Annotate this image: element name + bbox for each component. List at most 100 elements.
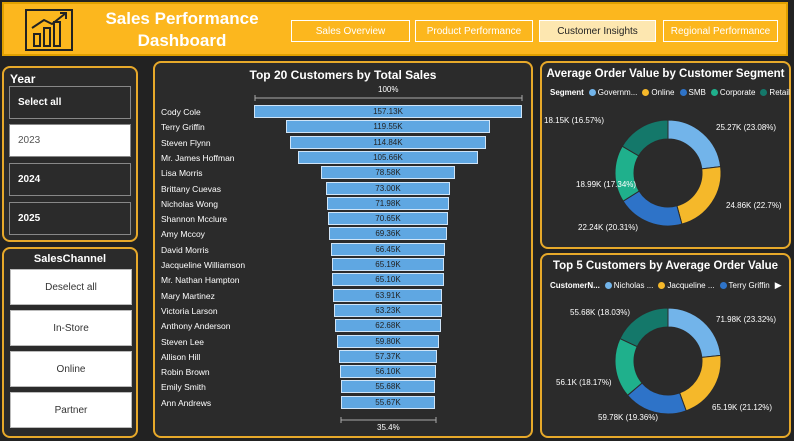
year-2023[interactable]: 2023 xyxy=(9,124,131,157)
legend-item-nicholas[interactable]: Nicholas ... xyxy=(604,281,654,290)
legend-label: Retail xyxy=(769,88,790,97)
funnel-customer-label: Nicholas Wong xyxy=(161,198,219,209)
legend-label: SMB xyxy=(688,88,706,97)
legend-item-online[interactable]: Online xyxy=(642,88,675,97)
legend-item-jacqueline[interactable]: Jacqueline ... xyxy=(658,281,715,290)
funnel-bar[interactable]: 119.55K xyxy=(286,120,490,134)
funnel-customer-label: David Morris xyxy=(161,244,209,255)
channel-partner[interactable]: Partner xyxy=(10,392,132,428)
donut2-label-4-text: 56.1K (18.17%) xyxy=(556,378,612,387)
funnel-title: Top 20 Customers by Total Sales xyxy=(249,68,437,82)
customer-legend-title: CustomerN... xyxy=(550,281,600,290)
channel-deselect-all[interactable]: Deselect all xyxy=(10,269,132,305)
donut2-label-1: 71.98K (23.32%) xyxy=(716,315,777,324)
channel-online[interactable]: Online xyxy=(10,351,132,387)
funnel-bar[interactable]: 65.19K xyxy=(332,258,444,271)
customer-donut-chart xyxy=(614,307,722,415)
page-title: Sales Performance Dashboard xyxy=(88,8,276,52)
nav-sales-overview-button[interactable]: Sales Overview xyxy=(291,20,410,42)
nav-product-performance-button[interactable]: Product Performance xyxy=(415,20,533,42)
donut-slice[interactable] xyxy=(676,166,722,225)
funnel-bar[interactable]: 57.37K xyxy=(339,349,437,363)
legend-item-terry-griffin[interactable]: Terry Griffin xyxy=(719,281,770,290)
funnel-customer-label: Mary Martinez xyxy=(161,290,215,301)
donut1-label-government: 25.27K (23.08%) xyxy=(716,123,777,132)
segment-donut-chart xyxy=(614,119,722,227)
nav-customer-insights-button[interactable]: Customer Insights xyxy=(539,20,656,42)
legend-dot xyxy=(642,89,650,97)
legend-label: Nicholas ... xyxy=(613,281,654,290)
nav-regional-performance-button[interactable]: Regional Performance xyxy=(663,20,778,42)
donut2-label-2: 65.19K (21.12%) xyxy=(712,403,773,412)
year-2024[interactable]: 2024 xyxy=(9,163,131,196)
legend-label: Terry Griffin xyxy=(728,281,770,290)
funnel-customer-label: Steven Lee xyxy=(161,336,205,347)
donut-slice[interactable] xyxy=(667,119,722,170)
legend-dot xyxy=(658,282,666,290)
segment-aov-panel: Average Order Value by Customer Segment … xyxy=(540,61,791,249)
funnel-bar[interactable]: 71.98K xyxy=(326,196,450,210)
legend-item-smb[interactable]: SMB xyxy=(679,88,706,97)
funnel-bar[interactable]: 69.36K xyxy=(328,227,448,241)
funnel-bar[interactable]: 55.67K xyxy=(340,395,436,409)
legend-item-government[interactable]: Governm... xyxy=(588,88,637,97)
funnel-customer-label: Brittany Cuevas xyxy=(161,183,221,194)
funnel-bar[interactable]: 66.45K xyxy=(331,242,445,256)
funnel-bar[interactable]: 63.23K xyxy=(334,303,442,317)
funnel-customer-label: Cody Cole xyxy=(161,107,201,117)
funnel-bar[interactable]: 62.68K xyxy=(334,319,442,333)
segment-legend: Segment Governm... Online SMB Corporate … xyxy=(550,88,790,97)
legend-label: Corporate xyxy=(719,88,756,97)
funnel-bar[interactable]: 63.91K xyxy=(333,288,443,302)
donut-slice[interactable] xyxy=(667,307,722,358)
segment-legend-title: Segment xyxy=(550,88,584,97)
funnel-bar[interactable]: 78.58K xyxy=(320,166,455,180)
funnel-customer-label: Jacqueline Williamson xyxy=(161,260,246,270)
year-2025[interactable]: 2025 xyxy=(9,202,131,235)
funnel-customer-label: Steven Flynn xyxy=(161,137,211,148)
donut-slice[interactable] xyxy=(614,337,643,397)
funnel-bar[interactable]: 56.10K xyxy=(340,365,436,379)
funnel-bar[interactable]: 70.65K xyxy=(327,212,449,226)
funnel-bar[interactable]: 55.68K xyxy=(340,380,436,394)
channel-in-store[interactable]: In-Store xyxy=(10,310,132,346)
funnel-customer-label: Mr. Nathan Hampton xyxy=(161,275,240,286)
donut2-label-3: 59.78K (19.36%) xyxy=(598,413,659,422)
funnel-customer-label: Allison Hill xyxy=(161,351,201,362)
funnel-customer-label: Emily Smith xyxy=(161,382,206,393)
legend-dot xyxy=(710,89,718,97)
funnel-customer-label: Mr. James Hoffman xyxy=(161,152,235,163)
funnel-bar[interactable]: 114.84K xyxy=(290,135,486,149)
donut2-label-4: 56.1K (18.17%) xyxy=(556,378,612,387)
year-select-all[interactable]: Select all xyxy=(9,86,131,119)
funnel-customer-label: Victoria Larson xyxy=(161,305,218,316)
funnel-bar[interactable]: 65.10K xyxy=(332,273,444,287)
title-line-1: Sales Performance xyxy=(105,9,259,28)
donut-slice[interactable] xyxy=(621,119,669,157)
legend-dot xyxy=(604,282,612,290)
funnel-bar[interactable]: 105.66K xyxy=(297,150,479,164)
donut-slice[interactable] xyxy=(622,190,683,227)
growth-chart-icon xyxy=(25,9,73,51)
sales-channel-slicer-panel: SalesChannel Deselect all In-Store Onlin… xyxy=(2,247,138,438)
legend-item-retail[interactable]: Retail xyxy=(760,88,790,97)
funnel-guides xyxy=(254,95,523,423)
funnel-customer-label: Amy Mccoy xyxy=(161,229,205,240)
top5-aov-title: Top 5 Customers by Average Order Value xyxy=(552,260,779,272)
donut1-label-smb: 22.24K (20.31%) xyxy=(578,223,639,232)
funnel-customer-label: Ann Andrews xyxy=(161,397,212,408)
donut2-label-5: 55.68K (18.03%) xyxy=(570,308,631,317)
legend-label: Jacqueline ... xyxy=(667,281,715,290)
legend-next-arrow-icon[interactable]: ▶ xyxy=(774,280,782,290)
donut1-label-retail: 18.15K (16.57%) xyxy=(544,116,605,125)
funnel-customer-label: Shannon Mcclure xyxy=(161,214,228,225)
donut-slice[interactable] xyxy=(619,307,669,348)
legend-item-corporate[interactable]: Corporate xyxy=(710,88,756,97)
legend-dot xyxy=(719,282,727,290)
legend-dot xyxy=(588,89,596,97)
funnel-bar[interactable]: 59.80K xyxy=(337,334,439,348)
funnel-bar[interactable]: 73.00K xyxy=(325,181,451,195)
funnel-bar[interactable]: 157.13K xyxy=(254,105,522,118)
funnel-bottom-percentage: 35.4% xyxy=(377,423,400,432)
